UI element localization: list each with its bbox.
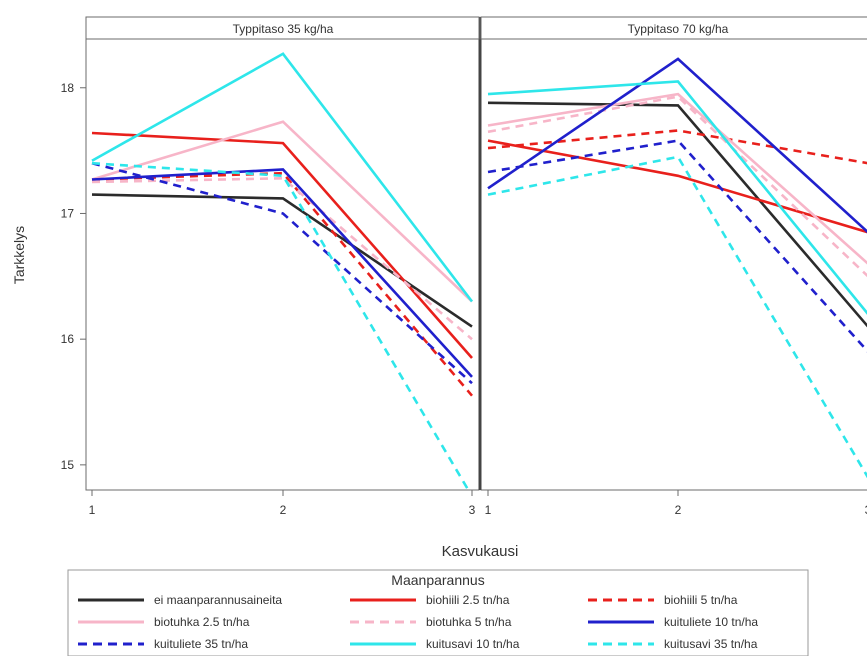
panel-frame-2 (480, 16, 867, 491)
series-line-kuitusavi-35-tn-ha-panel-1 (91, 161, 470, 490)
panel-title-1: Typpitaso 35 kg/ha (233, 22, 334, 36)
series-line-biohiili-2-5-tn-ha-panel-2 (487, 139, 867, 234)
series-line-biotuhka-2-5-tn-ha-panel-2 (487, 92, 867, 265)
legend-box (67, 569, 809, 656)
series-line-kuituliete-35-tn-ha-panel-2 (487, 139, 867, 353)
x-tick-label: 2 (280, 503, 287, 517)
legend-label-biotuhka-2-5-tn-ha: biotuhka 2.5 tn/ha (154, 615, 250, 629)
panel-header-2 (480, 16, 867, 40)
series-line-kuitusavi-10-tn-ha-panel-2 (487, 80, 867, 315)
legend-label-biohiili-5-tn-ha: biohiili 5 tn/ha (664, 593, 738, 607)
panel-frame-1 (85, 16, 480, 491)
series-line-kuituliete-10-tn-ha-panel-1 (91, 168, 473, 378)
panel-title-2: Typpitaso 70 kg/ha (628, 22, 729, 36)
panel-header-1 (85, 16, 480, 40)
legend-label-biohiili-2-5-tn-ha: biohiili 2.5 tn/ha (426, 593, 510, 607)
legend-label-biotuhka-5-tn-ha: biotuhka 5 tn/ha (426, 615, 512, 629)
legend-label-kuitusavi-10-tn-ha: kuitusavi 10 tn/ha (426, 637, 520, 651)
series-line-biotuhka-2-5-tn-ha-panel-1 (91, 120, 473, 303)
legend-label-ei-maanparannusaineita: ei maanparannusaineita (154, 593, 282, 607)
series-line-kuituliete-35-tn-ha-panel-1 (91, 161, 473, 385)
y-tick-label: 16 (61, 332, 75, 346)
y-tick-label: 17 (61, 206, 75, 220)
legend-label-kuituliete-35-tn-ha: kuituliete 35 tn/ha (154, 637, 248, 651)
series-line-kuitusavi-10-tn-ha-panel-1 (91, 52, 474, 303)
y-tick-label: 18 (61, 81, 75, 95)
legend: ei maanparannusaineita biohiili 2.5 tn/ha… (78, 593, 758, 651)
y-tick-label: 15 (61, 458, 75, 472)
x-tick-label: 3 (865, 503, 867, 517)
x-axis-label: Kasvukausi (442, 543, 519, 560)
series-line-biotuhka-5-tn-ha-panel-1 (91, 176, 473, 341)
x-tick-label: 2 (675, 503, 682, 517)
series-line-biotuhka-5-tn-ha-panel-2 (487, 95, 867, 278)
legend-label-kuituliete-10-tn-ha: kuituliete 10 tn/ha (664, 615, 758, 629)
y-axis-label: Tarkkelys (11, 226, 27, 284)
x-tick-label: 3 (469, 503, 476, 517)
x-tick-label: 1 (485, 503, 492, 517)
plot-area-2 (487, 57, 867, 479)
x-axis: 123123 (89, 490, 867, 517)
x-tick-label: 1 (89, 503, 96, 517)
series-line-kuituliete-10-tn-ha-panel-2 (487, 57, 867, 234)
legend-label-kuitusavi-35-tn-ha: kuitusavi 35 tn/ha (664, 637, 758, 651)
series-line-biohiili-5-tn-ha-panel-2 (487, 129, 867, 165)
plot-area-1 (91, 52, 474, 490)
series-line-ei-maanparannusaineita-panel-2 (487, 101, 867, 328)
y-axis: 15 16 17 18 (61, 81, 86, 472)
legend-title: Maanparannus (391, 572, 484, 588)
